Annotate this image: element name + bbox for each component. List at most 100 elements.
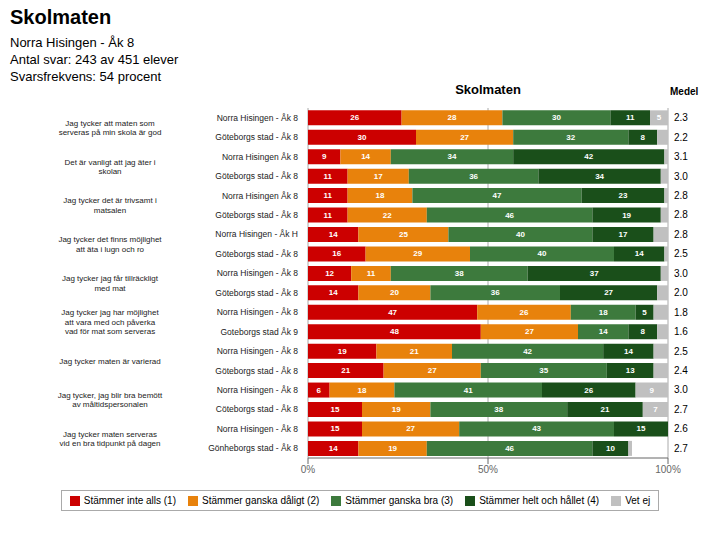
svg-text:22: 22 xyxy=(383,211,392,220)
svg-text:34: 34 xyxy=(595,172,604,181)
svg-text:2.0: 2.0 xyxy=(674,287,688,298)
svg-text:28: 28 xyxy=(448,113,457,122)
svg-text:Norra Hisingen Åk 8: Norra Hisingen Åk 8 xyxy=(222,152,298,162)
svg-text:18: 18 xyxy=(376,191,385,200)
svg-text:Jag tycker, jag blir bra bemöt: Jag tycker, jag blir bra bemöttav måltid… xyxy=(58,391,163,410)
svg-text:Göteborgs stad - Åk 8: Göteborgs stad - Åk 8 xyxy=(215,288,298,298)
svg-text:50%: 50% xyxy=(478,464,498,475)
svg-text:2.7: 2.7 xyxy=(674,443,688,454)
svg-text:2.6: 2.6 xyxy=(674,423,688,434)
svg-text:1.6: 1.6 xyxy=(674,326,688,337)
svg-text:48: 48 xyxy=(390,327,399,336)
svg-text:42: 42 xyxy=(584,152,593,161)
svg-text:17: 17 xyxy=(374,172,383,181)
svg-text:Norra Hisingen - Åk 8: Norra Hisingen - Åk 8 xyxy=(217,268,299,278)
svg-text:3.1: 3.1 xyxy=(674,151,688,162)
svg-text:Norra Hisingen - Åk 8: Norra Hisingen - Åk 8 xyxy=(217,424,299,434)
svg-text:Norra Hisingen - Åk 8: Norra Hisingen - Åk 8 xyxy=(217,113,299,123)
svg-text:7: 7 xyxy=(653,405,658,414)
svg-text:30: 30 xyxy=(358,133,367,142)
svg-text:Jag tycker jag har möjlighetat: Jag tycker jag har möjlighetatt vara med… xyxy=(61,308,159,336)
svg-text:32: 32 xyxy=(566,133,575,142)
svg-text:14: 14 xyxy=(624,347,633,356)
svg-text:0%: 0% xyxy=(301,464,316,475)
svg-text:27: 27 xyxy=(406,424,415,433)
svg-text:6: 6 xyxy=(317,386,322,395)
svg-text:14: 14 xyxy=(329,230,338,239)
svg-text:Jag tycker maten serverasvid e: Jag tycker maten serverasvid en bra tidp… xyxy=(60,430,161,449)
svg-text:43: 43 xyxy=(532,424,541,433)
svg-text:2.8: 2.8 xyxy=(674,229,688,240)
svg-text:2.3: 2.3 xyxy=(674,112,688,123)
svg-text:3.0: 3.0 xyxy=(674,384,688,395)
svg-text:2.5: 2.5 xyxy=(674,346,688,357)
svg-text:36: 36 xyxy=(469,172,478,181)
svg-text:15: 15 xyxy=(331,405,340,414)
svg-text:8: 8 xyxy=(641,133,646,142)
svg-text:10: 10 xyxy=(606,444,615,453)
svg-text:Jag tycker att maten somserver: Jag tycker att maten somserveras på min … xyxy=(59,119,162,138)
svg-text:Det är vanligt att jag äter is: Det är vanligt att jag äter iskolan xyxy=(64,158,155,177)
svg-text:Norra Hisingen - Åk 8: Norra Hisingen - Åk 8 xyxy=(217,346,299,356)
svg-text:37: 37 xyxy=(590,269,599,278)
svg-text:38: 38 xyxy=(494,405,503,414)
svg-text:18: 18 xyxy=(599,308,608,317)
svg-text:Jag tycker det finns möjlighet: Jag tycker det finns möjlighetatt äta i … xyxy=(58,235,162,254)
svg-text:26: 26 xyxy=(350,113,359,122)
svg-text:100%: 100% xyxy=(655,464,681,475)
svg-text:11: 11 xyxy=(324,211,333,220)
svg-text:12: 12 xyxy=(325,269,334,278)
svg-text:Norra Hisingen Åk 8: Norra Hisingen Åk 8 xyxy=(222,191,298,201)
svg-text:23: 23 xyxy=(619,191,628,200)
svg-text:38: 38 xyxy=(455,269,464,278)
svg-text:Norra Hisingen - Åk 8: Norra Hisingen - Åk 8 xyxy=(217,385,299,395)
svg-text:Göteborgs stad - Åk 8: Göteborgs stad - Åk 8 xyxy=(215,249,298,259)
svg-text:15: 15 xyxy=(331,424,340,433)
svg-text:41: 41 xyxy=(464,386,473,395)
svg-text:17: 17 xyxy=(619,230,628,239)
svg-text:2.4: 2.4 xyxy=(674,365,688,376)
svg-text:21: 21 xyxy=(341,366,350,375)
svg-text:2.2: 2.2 xyxy=(674,132,688,143)
svg-text:14: 14 xyxy=(635,249,644,258)
svg-text:9: 9 xyxy=(650,386,655,395)
svg-text:19: 19 xyxy=(392,405,401,414)
svg-text:11: 11 xyxy=(367,269,376,278)
svg-text:15: 15 xyxy=(637,424,646,433)
svg-text:Jag tycker det är trivsamt ima: Jag tycker det är trivsamt imatsalen xyxy=(63,196,157,215)
svg-text:19: 19 xyxy=(622,211,631,220)
svg-text:34: 34 xyxy=(448,152,457,161)
svg-text:14: 14 xyxy=(329,288,338,297)
svg-text:Göteborgs stad - Åk 8: Göteborgs stad - Åk 8 xyxy=(215,366,298,376)
svg-text:5: 5 xyxy=(642,308,647,317)
svg-text:27: 27 xyxy=(604,288,613,297)
svg-text:19: 19 xyxy=(388,444,397,453)
svg-text:27: 27 xyxy=(525,327,534,336)
svg-text:Norra Hisingen - Åk 8: Norra Hisingen - Åk 8 xyxy=(217,307,299,317)
svg-text:1.8: 1.8 xyxy=(674,307,688,318)
svg-text:26: 26 xyxy=(520,308,529,317)
svg-text:14: 14 xyxy=(361,152,370,161)
svg-text:11: 11 xyxy=(324,172,333,181)
svg-text:26: 26 xyxy=(584,386,593,395)
svg-text:19: 19 xyxy=(338,347,347,356)
svg-text:Göteborgs stad - Åk 8: Göteborgs stad - Åk 8 xyxy=(215,132,298,142)
svg-text:Jag tycker jag får tillräcklig: Jag tycker jag får tillräckligtmed mat xyxy=(62,274,159,293)
svg-text:30: 30 xyxy=(552,113,561,122)
svg-text:8: 8 xyxy=(641,327,646,336)
svg-text:46: 46 xyxy=(505,211,514,220)
svg-text:27: 27 xyxy=(428,366,437,375)
svg-text:27: 27 xyxy=(460,133,469,142)
svg-text:Göteborgs stad - Åk 8: Göteborgs stad - Åk 8 xyxy=(215,171,298,181)
svg-text:2.8: 2.8 xyxy=(674,209,688,220)
svg-text:47: 47 xyxy=(493,191,502,200)
svg-text:29: 29 xyxy=(413,249,422,258)
svg-text:Cöteborgs stad - Åk 8: Cöteborgs stad - Åk 8 xyxy=(216,404,298,414)
svg-text:5: 5 xyxy=(657,113,662,122)
svg-text:Goteborgs stad Åk 9: Goteborgs stad Åk 9 xyxy=(221,327,299,337)
svg-text:20: 20 xyxy=(390,288,399,297)
svg-text:16: 16 xyxy=(332,249,341,258)
svg-text:3.0: 3.0 xyxy=(674,268,688,279)
svg-text:18: 18 xyxy=(358,386,367,395)
svg-text:35: 35 xyxy=(539,366,548,375)
